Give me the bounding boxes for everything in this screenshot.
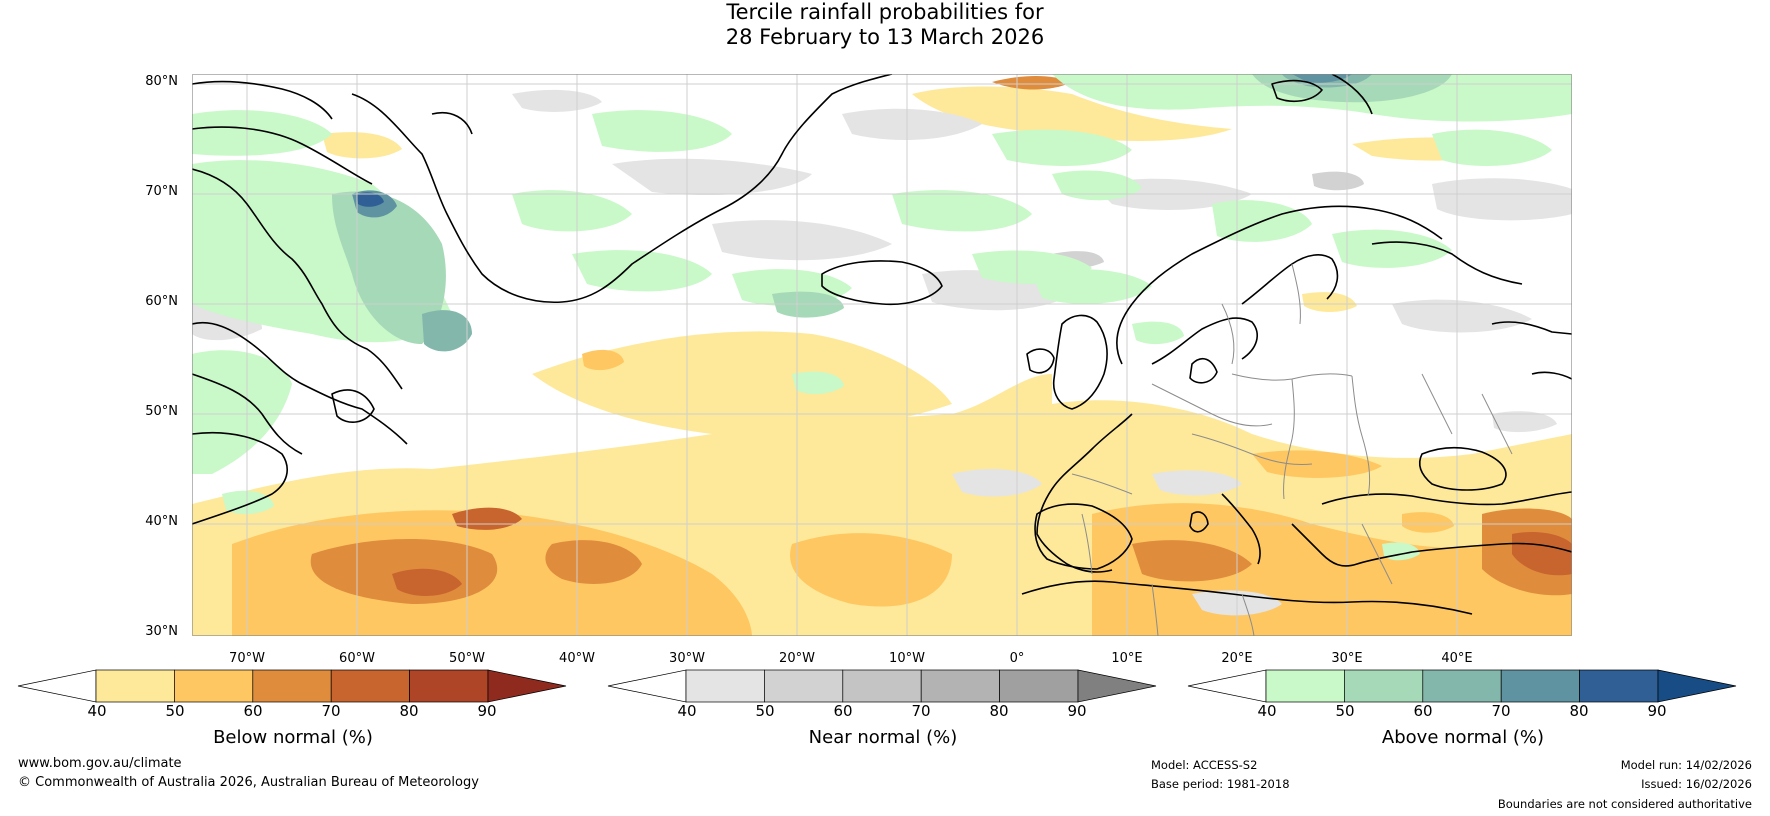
colorbar-near-normal-swatches — [607, 669, 1157, 703]
lon-label-20e: 20°E — [1221, 651, 1253, 666]
colorbar-segment — [252, 669, 332, 703]
colorbar-segment — [1265, 669, 1345, 703]
below-tick-70: 70 — [321, 702, 341, 720]
colorbar-below-normal-swatches — [17, 669, 567, 703]
lat-label-50n: 50°N — [145, 404, 178, 419]
colorbar-extension-low — [607, 669, 687, 703]
above-tick-40: 40 — [1257, 702, 1277, 720]
map-canvas — [192, 74, 1572, 636]
gridlines — [192, 74, 1572, 636]
below-tick-50: 50 — [165, 702, 185, 720]
lon-label-60w: 60°W — [339, 651, 375, 666]
lon-label-40e: 40°E — [1441, 651, 1473, 666]
disclaimer-text: Boundaries are not considered authoritat… — [1497, 797, 1752, 811]
copyright-text: © Commonwealth of Australia 2026, Austra… — [18, 775, 479, 790]
colorbar-segment — [999, 669, 1079, 703]
colorbar-segment — [174, 669, 254, 703]
base-period-text: Base period: 1981-2018 — [1151, 777, 1290, 791]
lat-label-70n: 70°N — [145, 184, 178, 199]
colorbar-segment — [1579, 669, 1659, 703]
lon-label-10w: 10°W — [889, 651, 925, 666]
above-tick-70: 70 — [1491, 702, 1511, 720]
below-tick-90: 90 — [477, 702, 497, 720]
colorbar-below-normal — [17, 668, 568, 704]
country-borders — [1071, 263, 1513, 636]
lat-label-40n: 40°N — [145, 514, 178, 529]
website-text: www.bom.gov.au/climate — [18, 756, 182, 771]
near-tick-50: 50 — [755, 702, 775, 720]
above-tick-60: 60 — [1413, 702, 1433, 720]
colorbar-segment — [842, 669, 922, 703]
colorbar-segment — [409, 669, 489, 703]
lon-label-30e: 30°E — [1331, 651, 1363, 666]
colorbar-segment — [685, 669, 765, 703]
colorbar-above-normal-swatches — [1187, 669, 1737, 703]
colorbar-near-normal-title: Near normal (%) — [808, 727, 958, 748]
lat-label-80n: 80°N — [145, 74, 178, 89]
issued-text: Issued: 16/02/2026 — [1641, 777, 1752, 791]
colorbar-extension-low — [17, 669, 97, 703]
near-tick-90: 90 — [1067, 702, 1087, 720]
lon-label-10e: 10°E — [1111, 651, 1143, 666]
lon-label-20w: 20°W — [779, 651, 815, 666]
chart-title: Tercile rainfall probabilities for 28 Fe… — [0, 0, 1770, 50]
lon-label-30w: 30°W — [669, 651, 705, 666]
title-line-1: Tercile rainfall probabilities for — [726, 0, 1044, 24]
colorbar-segment — [1422, 669, 1502, 703]
below-tick-60: 60 — [243, 702, 263, 720]
above-tick-90: 90 — [1647, 702, 1667, 720]
near-tick-60: 60 — [833, 702, 853, 720]
probability-map — [192, 74, 1572, 636]
coastlines — [192, 74, 1572, 615]
colorbar-segment — [764, 669, 844, 703]
lon-label-70w: 70°W — [229, 651, 265, 666]
lon-label-50w: 50°W — [449, 651, 485, 666]
near-tick-40: 40 — [677, 702, 697, 720]
colorbar-segment — [330, 669, 410, 703]
lat-label-60n: 60°N — [145, 294, 178, 309]
model-text: Model: ACCESS-S2 — [1151, 758, 1258, 772]
near-tick-80: 80 — [989, 702, 1009, 720]
below-tick-80: 80 — [399, 702, 419, 720]
colorbar-segment — [920, 669, 1000, 703]
colorbar-segment — [1500, 669, 1580, 703]
above-tick-50: 50 — [1335, 702, 1355, 720]
lat-label-30n: 30°N — [145, 624, 178, 639]
colorbar-below-normal-title: Below normal (%) — [213, 727, 373, 748]
lon-label-0: 0° — [1009, 651, 1025, 666]
colorbar-above-normal-title: Above normal (%) — [1381, 727, 1545, 748]
colorbar-segment — [95, 669, 175, 703]
colorbar-extension-high — [1657, 669, 1737, 703]
near-tick-70: 70 — [911, 702, 931, 720]
colorbar-near-normal — [607, 668, 1158, 704]
below-tick-40: 40 — [87, 702, 107, 720]
above-tick-80: 80 — [1569, 702, 1589, 720]
above-normal-regions — [192, 74, 1572, 561]
title-line-2: 28 February to 13 March 2026 — [725, 25, 1045, 49]
colorbar-extension-high — [487, 669, 567, 703]
model-run-text: Model run: 14/02/2026 — [1620, 758, 1752, 772]
colorbar-segment — [1344, 669, 1424, 703]
colorbar-extension-low — [1187, 669, 1267, 703]
lon-label-40w: 40°W — [559, 651, 595, 666]
colorbar-extension-high — [1077, 669, 1157, 703]
colorbar-above-normal — [1187, 668, 1738, 704]
